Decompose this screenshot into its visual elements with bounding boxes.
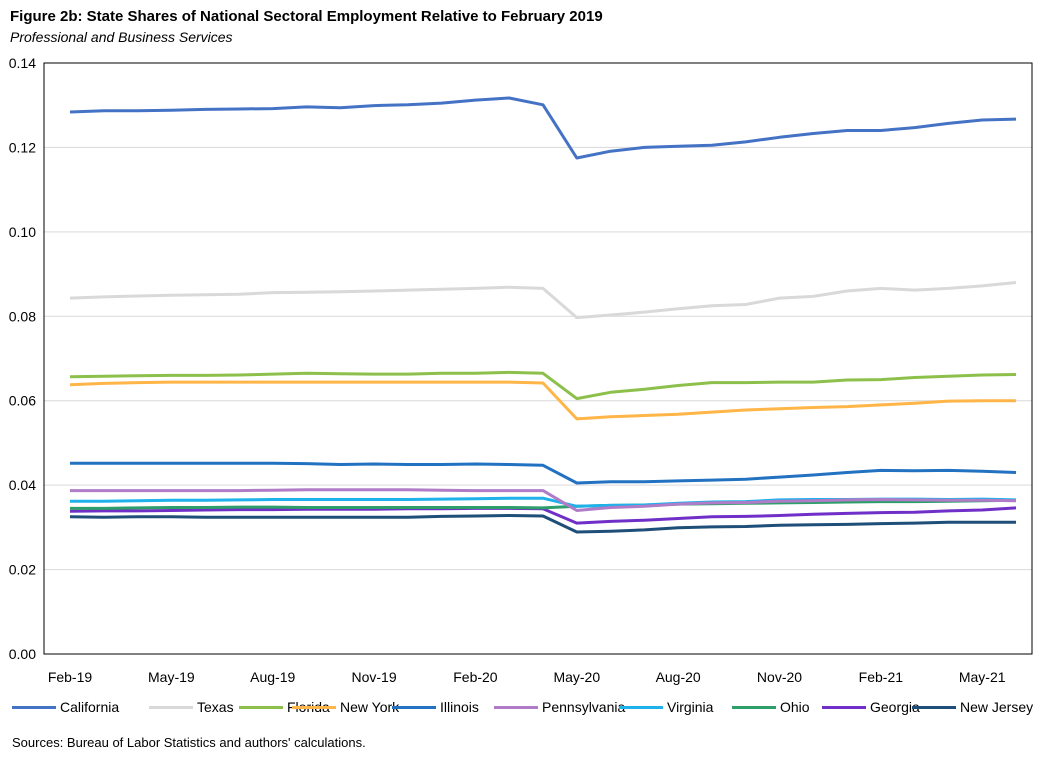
legend-item: Ohio <box>732 697 810 717</box>
series-line-texas <box>69 281 1017 320</box>
chart-subtitle: Professional and Business Services <box>10 29 233 45</box>
legend-item: Texas <box>149 697 234 717</box>
legend-swatch <box>912 705 956 709</box>
y-axis-tick-labels: 0.00 0.02 0.04 0.06 0.08 0.10 0.12 0.14 <box>9 55 36 662</box>
legend-item: Illinois <box>392 697 479 717</box>
legend-item: California <box>12 697 119 717</box>
chart-title: Figure 2b: State Shares of National Sect… <box>10 8 603 25</box>
y-tick-label: 0.10 <box>9 224 36 240</box>
series-line-florida <box>69 370 1017 401</box>
x-tick-label: May-20 <box>553 669 600 685</box>
legend-swatch <box>292 705 336 709</box>
y-tick-label: 0.00 <box>9 646 36 662</box>
legend-label: Virginia <box>667 699 714 715</box>
legend-label: New Jersey <box>960 699 1034 715</box>
x-tick-label: Aug-20 <box>656 669 701 685</box>
legend-label: Georgia <box>870 699 920 715</box>
legend-swatch <box>732 705 776 709</box>
legend-item: New York <box>292 697 399 717</box>
source-note: Sources: Bureau of Labor Statistics and … <box>12 735 366 750</box>
line-chart: 0.00 0.02 0.04 0.06 0.08 0.10 0.12 0.14 Feb-19 M… <box>9 55 1033 685</box>
series-line-illinois <box>70 461 1017 485</box>
x-tick-label: Nov-20 <box>757 669 802 685</box>
x-tick-label: Feb-19 <box>48 669 93 685</box>
legend-label: California <box>60 699 120 715</box>
y-tick-label: 0.14 <box>9 55 36 71</box>
x-tick-label: May-21 <box>959 669 1006 685</box>
series-line-pennsylvania <box>70 488 1017 512</box>
x-axis-tick-labels: Feb-19 May-19 Aug-19 Nov-19 Feb-20 May-20 Aug-… <box>48 669 1006 685</box>
y-tick-label: 0.12 <box>9 139 36 155</box>
legend-swatch <box>494 705 538 709</box>
series-lines <box>69 96 1017 534</box>
legend-label: Illinois <box>440 699 479 715</box>
legend-item: Georgia <box>822 697 920 717</box>
legend-label: New York <box>340 699 400 715</box>
legend-swatch <box>822 705 866 709</box>
series-line-ohio <box>70 498 1017 510</box>
legend: CaliforniaTexasFloridaNew YorkIllinoisPe… <box>12 697 1042 717</box>
x-tick-label: Feb-20 <box>453 669 498 685</box>
legend-item: Virginia <box>619 697 713 717</box>
legend-swatch <box>392 705 436 709</box>
legend-swatch <box>239 705 283 709</box>
gridlines <box>44 62 1032 655</box>
y-tick-label: 0.02 <box>9 562 36 578</box>
series-line-california <box>69 96 1017 160</box>
x-tick-label: Nov-19 <box>352 669 397 685</box>
legend-swatch <box>149 705 193 709</box>
legend-label: Texas <box>197 699 234 715</box>
plot-area-border <box>43 62 1033 655</box>
legend-label: Ohio <box>780 699 810 715</box>
x-tick-label: Feb-21 <box>859 669 904 685</box>
y-tick-label: 0.06 <box>9 393 36 409</box>
x-tick-label: Aug-19 <box>250 669 295 685</box>
x-tick-label: May-19 <box>148 669 195 685</box>
legend-swatch <box>619 705 663 709</box>
legend-item: New Jersey <box>912 697 1033 717</box>
legend-swatch <box>12 705 56 709</box>
legend-label: Pennsylvania <box>542 699 626 715</box>
y-tick-label: 0.04 <box>9 477 36 493</box>
series-line-new-jersey <box>69 514 1016 534</box>
legend-item: Pennsylvania <box>494 697 625 717</box>
y-tick-label: 0.08 <box>9 308 36 324</box>
series-line-new-york <box>69 380 1016 421</box>
